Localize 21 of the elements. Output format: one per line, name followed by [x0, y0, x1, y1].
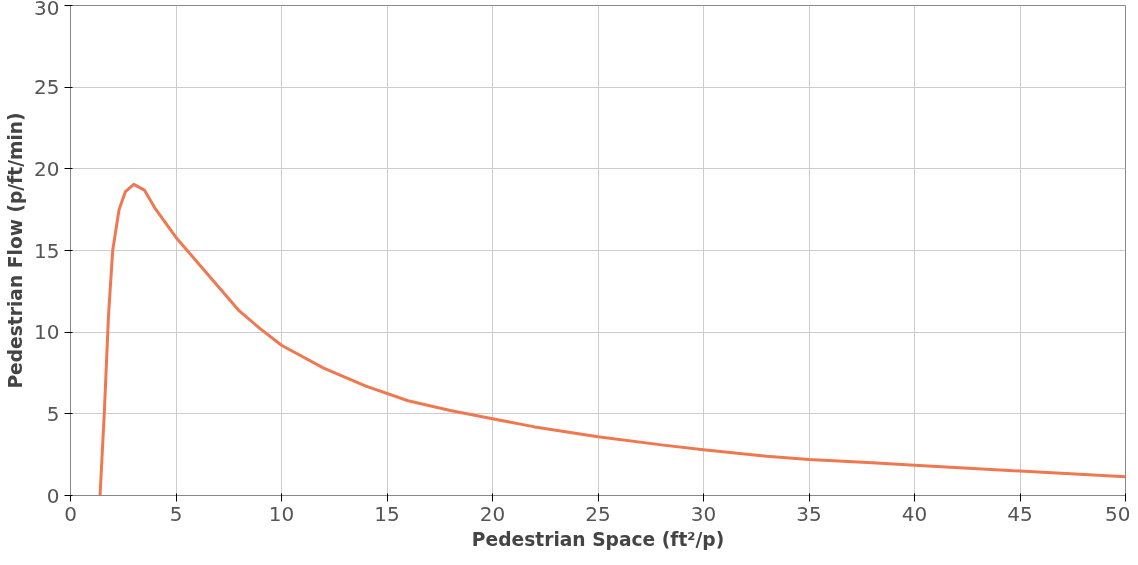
x-axis-title: Pedestrian Space (ft²/p): [471, 528, 725, 550]
x-tick-label: 30: [690, 501, 717, 526]
x-tick-label: 15: [374, 501, 400, 526]
y-tick-label: 5: [46, 401, 60, 426]
line-series: [98, 182, 1126, 496]
y-tick-label: 20: [34, 156, 60, 181]
x-tick-label: 50: [1105, 501, 1131, 526]
y-tick-label: 30: [34, 0, 60, 20]
x-tick-label: 0: [64, 501, 77, 526]
y-tick-label: 25: [34, 75, 60, 100]
x-tick-label: 20: [479, 501, 506, 526]
y-axis-title: Pedestrian Flow (p/ft/min): [5, 112, 27, 389]
x-tick-label: 5: [169, 501, 183, 526]
x-tick-label: 25: [585, 501, 611, 526]
y-tick-label: 15: [34, 238, 60, 263]
y-tick-label: 0: [46, 483, 60, 508]
y-tick-label: 10: [34, 320, 60, 345]
x-tick-label: 10: [268, 501, 295, 526]
x-tick-label: 35: [796, 501, 822, 526]
x-tick-label: 45: [1007, 501, 1033, 526]
x-tick-label: 40: [901, 501, 928, 526]
